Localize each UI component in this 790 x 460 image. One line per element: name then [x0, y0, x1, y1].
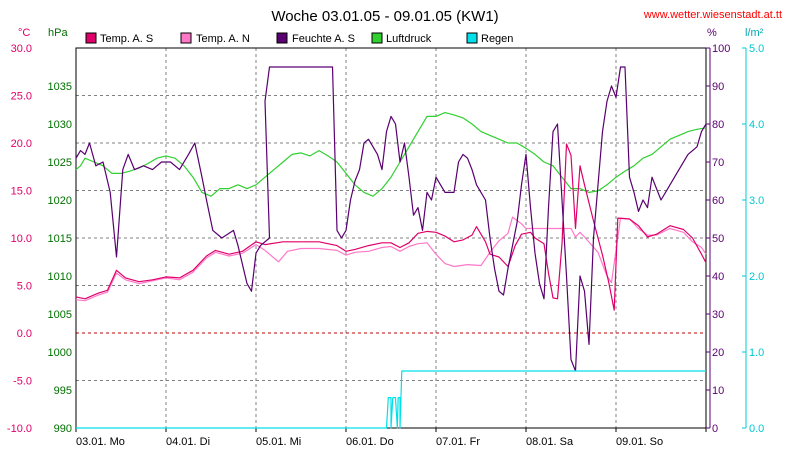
y-tick-label-rain: 5.0 [749, 43, 764, 55]
y-tick-label-press: 1015 [48, 233, 72, 245]
legend-swatch-regen [466, 32, 478, 44]
x-tick-label: 04.01. Di [166, 436, 210, 448]
legend-label-luftdruck: Luftdruck [386, 33, 432, 45]
y-tick-label-press: 1005 [48, 309, 72, 321]
y-tick-label-hum: 30 [712, 309, 724, 321]
y-tick-label-temp: 0.0 [17, 328, 32, 340]
x-tick-label: 07.01. Fr [436, 436, 480, 448]
legend-swatch-feuchte [276, 32, 288, 44]
legend-label-regen: Regen [481, 33, 513, 45]
y-tick-label-rain: 3.0 [749, 195, 764, 207]
y-tick-label-press: 1025 [48, 157, 72, 169]
website-label: www.wetter.wiesenstadt.at.tt [643, 9, 782, 21]
series-line-regen [76, 370, 706, 429]
y-tick-label-press: 1010 [48, 271, 72, 283]
y-tick-label-press: 1030 [48, 119, 72, 131]
y-tick-label-hum: 80 [712, 119, 724, 131]
series-line-feuchte-a-s [75, 66, 707, 372]
series-line-temp-a-n [75, 216, 707, 302]
legend-label-feuchte: Feuchte A. S [292, 33, 355, 45]
y-tick-label-rain: 2.0 [749, 271, 764, 283]
unit-press: hPa [48, 27, 68, 39]
y-tick-label-hum: 60 [712, 195, 724, 207]
tick-labels: 03.01. Mo 04.01. Di 05.01. Mi 06.01. Do 07.0… [7, 43, 764, 448]
legend-label-temp-s: Temp. A. S [100, 33, 153, 45]
y-tick-label-hum: 50 [712, 233, 724, 245]
y-tick-label-hum: 70 [712, 157, 724, 169]
y-tick-label-temp: 10.0 [11, 233, 32, 245]
x-tick-label: 03.01. Mo [76, 436, 125, 448]
y-tick-label-hum: 40 [712, 271, 724, 283]
x-tick-label: 09.01. So [616, 436, 663, 448]
y-tick-label-press: 1000 [48, 347, 72, 359]
legend-swatch-temp-n [180, 32, 192, 44]
y-tick-label-hum: 100 [712, 43, 730, 55]
legend-swatch-temp-s [85, 32, 97, 44]
y-tick-label-temp: -10.0 [7, 423, 32, 435]
y-tick-label-press: 995 [54, 385, 72, 397]
y-tick-label-hum: 20 [712, 347, 724, 359]
y-tick-label-hum: 0 [712, 423, 718, 435]
unit-hum: % [707, 27, 717, 39]
unit-temp: °C [18, 27, 30, 39]
y-tick-label-press: 1035 [48, 81, 72, 93]
y-tick-label-rain: 1.0 [749, 347, 764, 359]
y-tick-label-temp: -5.0 [13, 376, 32, 388]
y-tick-label-rain: 0.0 [749, 423, 764, 435]
legend-label-temp-n: Temp. A. N [196, 33, 250, 45]
chart-title: Woche 03.01.05 - 09.01.05 (KW1) [271, 8, 498, 25]
y-tick-label-hum: 10 [712, 385, 724, 397]
y-tick-label-temp: 25.0 [11, 91, 32, 103]
x-tick-label: 06.01. Do [346, 436, 394, 448]
series-lines [75, 66, 707, 429]
grid [76, 48, 706, 428]
y-tick-label-temp: 5.0 [17, 281, 32, 293]
y-tick-label-temp: 30.0 [11, 43, 32, 55]
series-line-temp-a-s [75, 143, 707, 311]
y-tick-label-press: 1020 [48, 195, 72, 207]
x-tick-label: 05.01. Mi [256, 436, 301, 448]
y-tick-label-temp: 15.0 [11, 186, 32, 198]
x-tick-label: 08.01. Sa [526, 436, 574, 448]
legend: Temp. A. S Temp. A. N Feuchte A. S Luftd… [85, 32, 513, 45]
series-line-luftdruck [75, 111, 707, 197]
y-tick-label-press: 990 [54, 423, 72, 435]
unit-rain: l/m² [745, 27, 764, 39]
y-tick-label-rain: 4.0 [749, 119, 764, 131]
legend-swatch-luftdruck [371, 32, 383, 44]
y-tick-label-temp: 20.0 [11, 138, 32, 150]
y-tick-label-hum: 90 [712, 81, 724, 93]
